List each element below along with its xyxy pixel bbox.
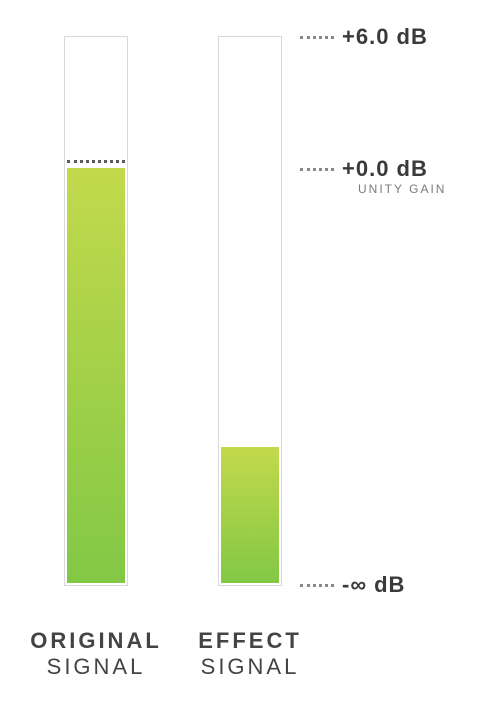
meter-original-title-line2: SIGNAL bbox=[22, 654, 170, 680]
tick-unity-sublabel: UNITY GAIN bbox=[358, 182, 446, 196]
tick-bottom-dots bbox=[300, 584, 334, 587]
tick-bottom-label: -∞ dB bbox=[342, 572, 405, 598]
meter-original-title: ORIGINAL SIGNAL bbox=[22, 628, 170, 680]
meter-original-title-line1: ORIGINAL bbox=[22, 628, 170, 654]
tick-unity-dots bbox=[300, 168, 334, 171]
meter-effect-fill bbox=[221, 447, 279, 584]
meter-effect-title-line1: EFFECT bbox=[186, 628, 314, 654]
meter-original bbox=[64, 36, 128, 586]
tick-unity-label: +0.0 dB bbox=[342, 156, 428, 182]
meter-effect-title: EFFECT SIGNAL bbox=[186, 628, 314, 680]
meter-original-peak bbox=[67, 160, 125, 163]
meter-original-fill bbox=[67, 168, 125, 583]
signal-meters-diagram: +6.0 dB +0.0 dB UNITY GAIN -∞ dB ORIGINA… bbox=[0, 0, 503, 728]
meter-effect-title-line2: SIGNAL bbox=[186, 654, 314, 680]
tick-top-label: +6.0 dB bbox=[342, 24, 428, 50]
meter-effect bbox=[218, 36, 282, 586]
tick-top-dots bbox=[300, 36, 334, 39]
